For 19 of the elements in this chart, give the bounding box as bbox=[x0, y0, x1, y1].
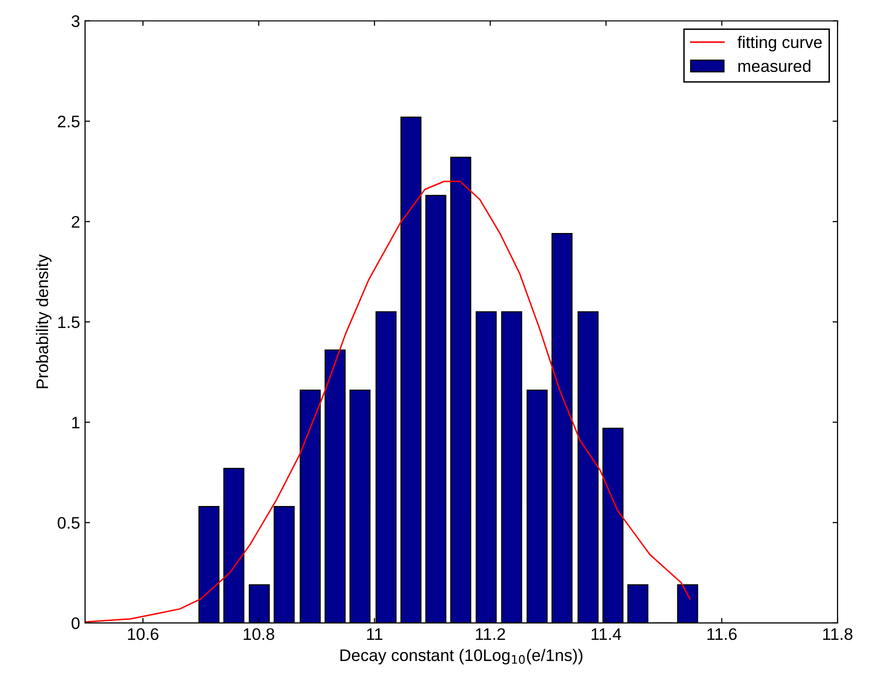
y-axis-title: Probability density bbox=[36, 254, 52, 388]
x-tick-label: 10.8 bbox=[244, 628, 274, 640]
x-tick-label: 11.8 bbox=[823, 628, 852, 640]
x-tick-label: 10.6 bbox=[128, 628, 158, 640]
y-tick-label: 0 bbox=[72, 617, 80, 630]
x-tick-label: 11.2 bbox=[476, 628, 506, 640]
x-tick-label: 11.6 bbox=[707, 628, 737, 640]
x-tick-label: 11 bbox=[367, 628, 382, 640]
y-tick-label: 1 bbox=[72, 416, 80, 428]
y-tick-label: 1.5 bbox=[58, 316, 80, 328]
y-tick-label: 0.5 bbox=[58, 516, 80, 529]
x-axis-title: Decay constant (10Log$_{10}$(e/1ns)) bbox=[340, 648, 582, 664]
x-tick-label: 11.4 bbox=[592, 628, 622, 640]
y-tick-label: 2.5 bbox=[58, 116, 80, 128]
y-tick-label: 2 bbox=[72, 216, 80, 228]
y-tick-label: 3 bbox=[72, 15, 80, 28]
legend-label: fitting curve bbox=[738, 36, 822, 52]
line-series bbox=[85, 180, 691, 623]
legend-label: measured bbox=[738, 60, 810, 72]
